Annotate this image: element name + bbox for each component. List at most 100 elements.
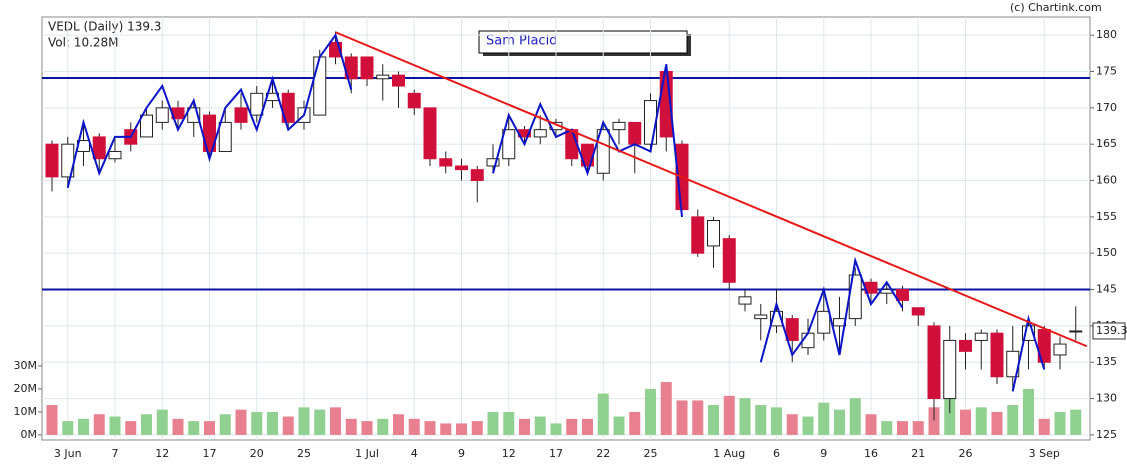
volume-bar [1054,411,1066,435]
y-tick-label: 130 [1096,392,1117,405]
candle-body [959,339,972,352]
volume-bar [471,421,483,435]
volume-bar [645,388,656,435]
y2-tick-label: 0M [21,428,38,441]
candle-body [423,107,437,160]
volume-bar [723,395,735,435]
candle-body [644,100,657,145]
volume-bar [109,416,121,435]
volume-bar [739,398,751,435]
candle-body [943,339,957,400]
candle-body [234,107,248,123]
y-tick-label: 160 [1096,174,1117,187]
x-tick-label: 20 [250,447,264,460]
y-tick-label: 165 [1096,137,1117,150]
volume-bar [534,416,546,435]
overlay-line [66,32,1046,392]
y2-tick-label: 20M [14,382,38,395]
volume-bar [345,418,357,435]
candle-body [455,165,468,171]
volume-bar [582,418,593,435]
candle-body [250,92,264,116]
volume-bar [78,418,89,435]
volume-bar [314,409,326,435]
candle-body [360,56,374,80]
volume-bar [613,416,625,435]
volume-bar [550,423,562,435]
y-tick-label: 145 [1096,283,1117,296]
candle-body [407,92,421,109]
x-tick-label: 22 [596,447,610,460]
volume-bar [46,405,58,435]
candle-body [108,150,122,160]
volume-bar [1070,409,1082,435]
volume-bar [330,407,341,435]
volume-bar [298,407,310,435]
candle-body [596,129,610,174]
volume-bar [519,418,530,435]
volume-bar [912,421,924,435]
volume-bar [786,414,798,435]
volume-bar [377,418,389,435]
x-tick-label: 4 [411,447,418,460]
volume-bar [676,400,688,435]
annotation: Sam Placid [486,34,557,49]
candle-body [817,310,831,334]
x-tick-label: 25 [644,447,658,460]
volume-bar [708,405,719,435]
candle-body [990,332,1004,378]
candle-body [911,307,925,316]
last-price-label: 139.3 [1096,324,1127,337]
candle-body [1053,343,1067,356]
volume-bar [393,414,404,435]
candle-body [628,121,642,145]
y-tick-label: 135 [1096,355,1117,368]
y-tick-label: 150 [1096,246,1117,259]
volume-bar [566,418,578,435]
y-tick-label: 175 [1096,65,1117,78]
volume-bar [156,409,168,435]
x-tick-label: 7 [112,447,119,460]
x-tick-label: 1 Jul [355,447,379,460]
x-tick-label: 16 [864,447,878,460]
volume-bar [597,393,609,435]
volume-bar [503,411,515,435]
volume-bar [361,421,373,435]
candle-body [313,56,327,116]
x-tick-label: 1 Aug [713,447,745,460]
volume-bar [975,407,987,435]
x-tick-label: 3 Jun [54,447,82,460]
plot-frame [41,16,1091,441]
volume-bar [219,414,231,435]
volume-bar [235,409,247,435]
candle-body [927,325,941,400]
candle-body [785,318,799,341]
volume-bar [1007,405,1019,435]
y2-tick-label: 30M [14,359,38,372]
volume-bar [849,398,861,435]
volume-bar [944,398,956,435]
x-tick-label: 6 [773,447,780,460]
x-tick-label: 21 [911,447,925,460]
volume-bar [93,414,105,435]
x-tick-label: 17 [203,447,217,460]
candle-body [896,289,909,301]
volume-bar [897,421,908,435]
credit: (c) Chartink.com [1010,1,1102,14]
volume-bar [440,423,452,435]
candle-body [470,169,484,182]
subtitle: Vol: 10.28M [48,36,119,50]
volume-bar [408,418,420,435]
volume-bar [456,423,467,435]
x-tick-label: 12 [502,447,516,460]
volume-bar [818,402,830,435]
candle-body [707,220,720,247]
annotation-box [478,30,688,54]
candle-body [754,314,768,320]
volume-bar [424,421,436,435]
candle-body [533,129,547,138]
y-tick-label: 180 [1096,28,1117,41]
volume-bar [172,418,184,435]
